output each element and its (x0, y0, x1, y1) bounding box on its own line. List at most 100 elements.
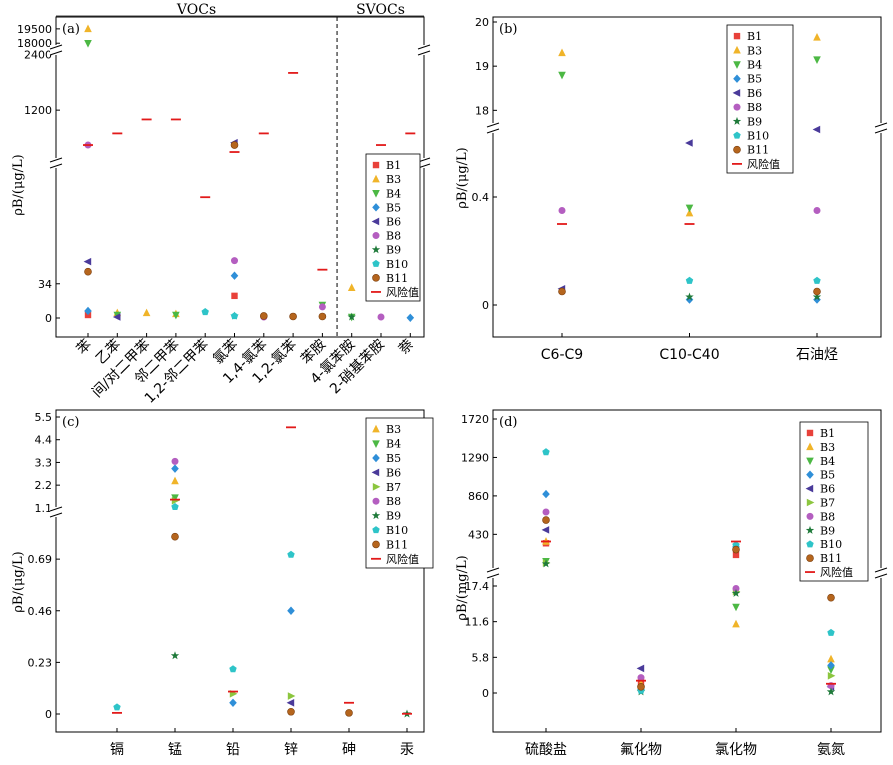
x-tick-label: 锌 (284, 742, 298, 758)
y-tick-label: 860 (468, 490, 489, 503)
data-point-b8 (231, 257, 238, 265)
data-point-b11 (558, 287, 566, 296)
legend-marker (372, 526, 380, 534)
legend-marker (371, 217, 380, 226)
data-point-b3 (827, 654, 835, 663)
y-axis-label: ρB/(μg/L) (11, 154, 26, 216)
legend-marker (806, 470, 814, 479)
data-point-b4 (813, 56, 821, 64)
data-point-b9 (812, 292, 822, 301)
y-tick-label: 11.6 (465, 616, 490, 629)
x-tick-label: 铅 (226, 742, 240, 758)
y-tick-label: 1290 (461, 451, 489, 464)
chart-panel-1: (a)ρB/(μg/L)034120024001800019500苯乙苯间/对二… (11, 2, 431, 407)
legend-marker (372, 540, 380, 549)
legend-entry: B8 (747, 101, 762, 114)
data-point-b6 (636, 664, 645, 673)
data-point-b9 (170, 651, 180, 660)
y-tick-label: 17.4 (465, 580, 490, 593)
data-point-b5 (542, 489, 550, 499)
legend-entry: B1 (386, 159, 401, 172)
x-tick-label: 氨氮 (817, 742, 845, 758)
y-tick-label: 19 (475, 60, 489, 73)
data-point-b6 (286, 698, 295, 707)
plot-frame (55, 16, 425, 338)
legend-entry: B8 (386, 230, 401, 243)
data-point-b9 (731, 588, 741, 597)
legend-entry: B3 (747, 44, 762, 57)
axis-break-gap (50, 507, 62, 517)
y-tick-label: 0.23 (28, 656, 53, 669)
data-point-b10 (171, 502, 179, 510)
data-point-b10 (229, 665, 237, 673)
y-tick-label: 19500 (17, 23, 52, 36)
legend-entry: B9 (386, 244, 401, 257)
legend-marker (733, 32, 741, 40)
y-tick-label: 1.1 (35, 502, 53, 515)
data-point-b3 (347, 283, 356, 291)
data-point-b3 (171, 476, 179, 485)
data-point-b11 (542, 516, 550, 524)
legend-entry: B6 (747, 87, 762, 100)
data-point-b3 (732, 619, 740, 628)
data-point-b4 (685, 204, 694, 213)
axis-break-gap (418, 45, 430, 55)
data-point-b5 (229, 698, 237, 707)
data-point-b3 (142, 308, 151, 317)
data-point-b6 (541, 526, 550, 534)
data-point-b10 (827, 628, 835, 636)
plot-frame (55, 409, 425, 733)
data-point-b8 (637, 674, 645, 682)
data-point-b3 (84, 24, 92, 33)
data-point-b11 (637, 683, 645, 691)
legend-marker (806, 457, 814, 466)
axis-break-gap (875, 123, 887, 133)
legend-marker (372, 424, 380, 433)
legend-entry: B4 (386, 187, 401, 200)
legend-entry: B7 (820, 497, 835, 510)
data-point-b4 (171, 494, 179, 502)
data-point-b10 (201, 308, 209, 316)
y-tick-label: 34 (38, 278, 52, 291)
data-point-b4 (827, 666, 835, 675)
y-tick-label: 2400 (24, 48, 52, 61)
axis-break-mark (486, 122, 500, 128)
legend-entry: B5 (386, 452, 401, 465)
x-tick-label: 氟化物 (620, 742, 662, 758)
data-point-b11 (259, 312, 268, 320)
data-point-b7 (287, 692, 296, 700)
legend-entry: B4 (820, 455, 835, 468)
x-tick-label: 镉 (110, 742, 124, 758)
y-tick-label: 18000 (17, 37, 52, 50)
data-point-b5 (827, 661, 835, 670)
data-point-b8 (732, 584, 740, 592)
axis-break-mark (486, 573, 500, 579)
axis-break-mark (417, 44, 431, 50)
legend-marker (806, 554, 814, 562)
axis-break-mark (874, 567, 888, 573)
legend-entry: B11 (386, 538, 408, 551)
data-point-b5 (813, 295, 821, 304)
x-tick-label: 砷 (342, 742, 356, 758)
data-point-b6 (112, 313, 121, 321)
y-tick-label: 0.69 (28, 553, 53, 566)
legend-marker (372, 483, 381, 491)
data-point-b10 (113, 703, 121, 711)
legend-entry: 风险值 (386, 285, 419, 299)
data-point-b5 (84, 306, 92, 316)
data-point-b5 (685, 295, 694, 304)
data-point-b5 (406, 313, 415, 322)
legend-marker (372, 453, 380, 463)
axis-break-mark (49, 512, 63, 518)
panel-label: (c) (62, 415, 79, 430)
legend-marker (372, 232, 380, 240)
legend-marker (733, 103, 741, 111)
y-tick-label: 0 (482, 687, 489, 700)
legend-entry: 风险值 (820, 565, 853, 579)
data-point-b11 (287, 707, 295, 716)
axis-break-gap (50, 158, 62, 168)
data-point-b7 (827, 671, 836, 680)
panel-label: (d) (499, 415, 517, 430)
data-point-b11 (732, 545, 740, 554)
y-tick-label: 1720 (461, 413, 489, 426)
